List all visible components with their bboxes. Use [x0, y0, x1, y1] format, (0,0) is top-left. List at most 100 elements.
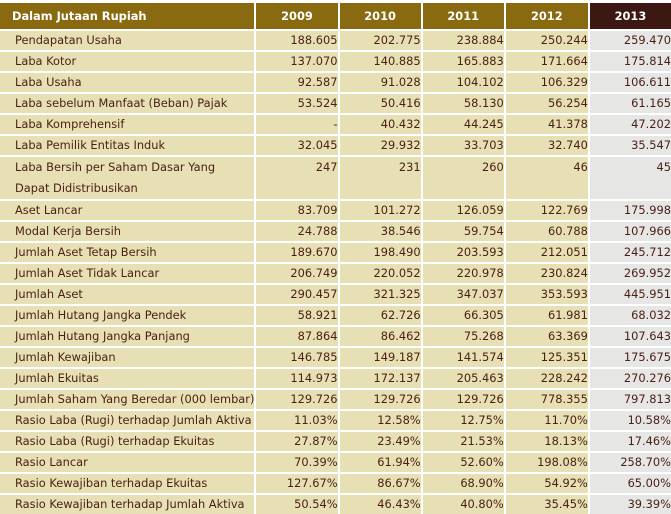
cell-2011: 40.80%: [421, 493, 506, 514]
cell-value: 50.54%: [294, 497, 338, 511]
cell-2013: 45: [588, 155, 671, 200]
cell-value: 107.966: [623, 224, 671, 238]
cell-value: 45: [656, 160, 671, 174]
table-row: Jumlah Ekuitas 114.973 172.137 205.463 228.2…: [0, 367, 671, 389]
cell-2012: 125.351: [504, 346, 590, 368]
row-label: Jumlah Aset Tetap Bersih: [0, 241, 257, 263]
cell-2009: 11.03%: [255, 409, 340, 431]
table-row: Jumlah Aset 290.457 321.325 347.037 353.593 4…: [0, 283, 671, 305]
cell-2011: 21.53%: [421, 430, 506, 452]
cell-value: 106.329: [540, 75, 588, 89]
cell-value: 228.242: [540, 371, 588, 385]
cell-2010: 140.885: [338, 50, 423, 72]
cell-2012: 41.378: [504, 113, 590, 135]
cell-value: 198.490: [373, 245, 421, 259]
cell-2010: 62.726: [338, 304, 423, 326]
cell-value: 260: [482, 160, 504, 174]
cell-2009: 247: [255, 155, 340, 200]
cell-value: 65.00%: [627, 476, 671, 490]
cell-value: 270.276: [623, 371, 671, 385]
cell-value: 175.675: [623, 350, 671, 364]
header-year-2011: 2011: [421, 3, 506, 30]
cell-2010: 40.432: [338, 113, 423, 135]
row-label: Rasio Laba (Rugi) terhadap Ekuitas: [0, 430, 257, 452]
cell-2009: 206.749: [255, 262, 340, 284]
cell-2013: 445.951: [588, 283, 671, 305]
cell-value: 778.355: [540, 392, 588, 406]
cell-value: 321.325: [373, 287, 421, 301]
cell-2009: 127.67%: [255, 472, 340, 494]
cell-2013: 39.39%: [588, 493, 671, 514]
cell-2009: 92.587: [255, 71, 340, 93]
cell-value: 149.187: [373, 350, 421, 364]
table-row: Jumlah Aset Tetap Bersih 189.670 198.490 20…: [0, 241, 671, 263]
row-label: Rasio Kewajiban terhadap Ekuitas: [0, 472, 257, 494]
cell-2009: 50.54%: [255, 493, 340, 514]
cell-2013: 269.952: [588, 262, 671, 284]
cell-value: 66.305: [463, 308, 504, 322]
table-row: Jumlah Aset Tidak Lancar 206.749 220.052 22…: [0, 262, 671, 284]
cell-2013: 175.675: [588, 346, 671, 368]
cell-value: 35.45%: [544, 497, 588, 511]
cell-2012: 122.769: [504, 199, 590, 221]
cell-2009: 27.87%: [255, 430, 340, 452]
header-year-2009: 2009: [255, 3, 340, 30]
row-label: Rasio Lancar: [0, 451, 257, 473]
cell-2010: 149.187: [338, 346, 423, 368]
row-label: Modal Kerja Bersih: [0, 220, 257, 242]
table-row: Aset Lancar 83.709 101.272 126.059 122.769 17…: [0, 199, 671, 221]
row-label: Jumlah Hutang Jangka Pendek: [0, 304, 257, 326]
cell-value: 10.58%: [627, 413, 671, 427]
table-row: Laba Kotor 137.070 140.885 165.883 171.664 17…: [0, 50, 671, 72]
cell-value: 140.885: [373, 54, 421, 68]
cell-2011: 58.130: [421, 92, 506, 114]
cell-value: 125.351: [540, 350, 588, 364]
cell-2011: 126.059: [421, 199, 506, 221]
header-year-2010: 2010: [338, 3, 423, 30]
cell-2010: 86.67%: [338, 472, 423, 494]
cell-2011: 205.463: [421, 367, 506, 389]
cell-2012: 60.788: [504, 220, 590, 242]
cell-value: 92.587: [297, 75, 338, 89]
cell-value: 33.703: [463, 138, 504, 152]
row-label: Laba Pemilik Entitas Induk: [0, 134, 257, 156]
row-label: Laba Bersih per Saham Dasar Yang Dapat D…: [0, 155, 257, 200]
table-row: Jumlah Hutang Jangka Panjang 87.864 86.462…: [0, 325, 671, 347]
cell-2010: 46.43%: [338, 493, 423, 514]
cell-value: 127.67%: [286, 476, 338, 490]
table-body: Pendapatan Usaha 188.605 202.775 238.884 250…: [0, 29, 671, 514]
cell-2011: 44.245: [421, 113, 506, 135]
cell-2009: 189.670: [255, 241, 340, 263]
cell-2013: 107.966: [588, 220, 671, 242]
cell-value: 62.726: [380, 308, 421, 322]
cell-2012: 106.329: [504, 71, 590, 93]
cell-2012: 61.981: [504, 304, 590, 326]
cell-value: 46: [573, 160, 588, 174]
cell-2009: 146.785: [255, 346, 340, 368]
cell-value: 189.670: [290, 245, 338, 259]
cell-2011: 203.593: [421, 241, 506, 263]
cell-value: 129.726: [290, 392, 338, 406]
row-label: Laba Usaha: [0, 71, 257, 93]
cell-value: 61.94%: [377, 455, 421, 469]
cell-2009: 53.524: [255, 92, 340, 114]
cell-value: 198.08%: [537, 455, 588, 469]
cell-value: 269.952: [623, 266, 671, 280]
header-label: Dalam Jutaan Rupiah: [0, 3, 257, 30]
cell-2011: 75.268: [421, 325, 506, 347]
cell-value: 231: [398, 160, 421, 174]
cell-2010: 220.052: [338, 262, 423, 284]
cell-value: 86.462: [380, 329, 421, 343]
cell-value: 54.92%: [544, 476, 588, 490]
cell-2013: 797.813: [588, 388, 671, 410]
cell-value: 21.53%: [460, 434, 504, 448]
table-row: Laba Pemilik Entitas Induk 32.045 29.932 33…: [0, 134, 671, 156]
cell-2009: 87.864: [255, 325, 340, 347]
cell-2013: 258.70%: [588, 451, 671, 473]
cell-value: 50.416: [380, 96, 421, 110]
cell-value: 40.80%: [460, 497, 504, 511]
table-row: Laba Usaha 92.587 91.028 104.102 106.329 106.…: [0, 71, 671, 93]
cell-value: 63.369: [547, 329, 588, 343]
cell-value: 175.814: [623, 54, 671, 68]
cell-2012: 228.242: [504, 367, 590, 389]
